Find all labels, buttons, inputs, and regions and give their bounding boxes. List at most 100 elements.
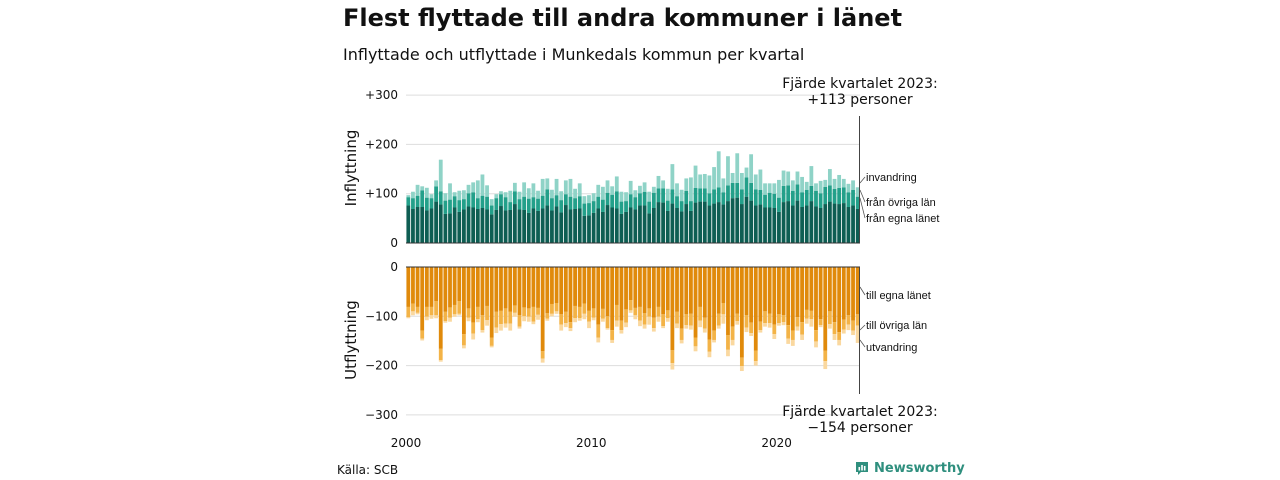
bar-in-1 [600,199,605,212]
bar-out-1 [457,301,462,314]
bar-in-2 [499,191,503,195]
bar-in-1 [420,190,425,208]
bar-in-2 [763,183,767,195]
bar-out-2 [855,325,860,343]
bar-out-2 [434,315,439,319]
bar-in-0 [670,203,675,243]
bar-out-1 [489,337,494,346]
bar-out-2 [670,363,675,370]
bar-out-0 [767,267,772,314]
bar-in-1 [772,193,777,208]
bar-out-1 [536,307,540,315]
bar-out-2 [420,338,425,341]
bar-in-2 [651,186,656,193]
bar-out-2 [726,349,730,357]
bar-in-1 [661,188,666,203]
bar-in-0 [795,200,800,243]
bar-in-1 [758,189,763,205]
y-tick-label-out: −200 [365,359,398,373]
bar-in-1 [563,194,568,206]
bar-out-2 [415,312,420,315]
bar-out-0 [647,267,652,309]
bar-in-1 [823,186,828,205]
bar-in-1 [424,197,429,211]
bar-out-1 [739,357,744,367]
bar-in-0 [684,204,689,243]
bar-out-0 [462,267,466,335]
bar-out-2 [809,319,814,327]
bar-in-2 [582,196,587,204]
bar-in-0 [827,201,832,243]
bar-in-2 [689,177,693,202]
bar-in-1 [545,189,550,206]
bar-in-0 [411,208,415,243]
bar-out-1 [702,317,707,329]
bar-in-2 [726,156,730,186]
bar-out-1 [503,308,508,324]
bar-in-1 [855,196,860,209]
bar-in-2 [661,180,666,189]
bar-in-0 [809,201,814,243]
bar-in-1 [702,188,707,202]
bar-out-2 [540,358,545,363]
bar-out-2 [596,337,601,343]
bar-out-1 [698,306,703,321]
bar-out-2 [707,351,712,358]
bar-out-0 [735,267,740,314]
bar-out-2 [846,324,851,331]
bar-out-0 [471,267,476,323]
bar-out-1 [573,305,577,319]
bar-out-0 [596,267,601,325]
bar-in-1 [605,192,610,206]
bar-out-0 [545,267,550,314]
bar-in-2 [563,180,568,195]
bar-out-1 [587,310,591,322]
bar-out-2 [610,339,615,343]
legend-leader-out [859,324,866,331]
bar-in-0 [851,205,855,243]
bar-out-0 [795,267,800,318]
bar-in-2 [777,179,781,198]
bar-in-1 [707,193,712,206]
newsworthy-icon [856,462,868,475]
bar-out-1 [716,313,721,326]
bar-in-1 [554,195,559,207]
bar-out-1 [610,330,615,340]
bar-out-0 [489,267,494,338]
bar-in-2 [665,188,670,201]
bar-in-0 [587,215,591,243]
bar-in-0 [786,201,791,243]
bar-out-1 [420,330,425,339]
bar-out-0 [531,267,536,307]
bar-in-1 [781,185,786,203]
bar-out-1 [485,305,489,321]
bar-out-0 [804,267,809,310]
bar-out-0 [619,267,624,321]
bar-out-1 [559,314,564,325]
bar-out-0 [587,267,591,311]
bar-in-1 [675,196,679,208]
bar-out-2 [689,325,693,330]
bar-in-2 [790,180,795,191]
bar-in-1 [689,201,693,211]
bar-in-2 [443,193,448,201]
bar-out-0 [452,267,457,305]
bar-in-0 [818,208,823,243]
bar-in-0 [804,205,809,243]
bar-out-2 [605,328,610,330]
bar-in-0 [781,202,786,243]
bar-out-1 [675,311,679,324]
annotation-line1-in: Fjärde kvartalet 2023: [782,76,938,92]
bar-in-1 [415,195,420,208]
bar-in-2 [767,183,772,193]
bar-in-1 [443,200,448,214]
bar-out-2 [767,323,772,328]
bar-in-1 [790,190,795,206]
bar-out-0 [610,267,615,331]
bar-out-1 [434,301,439,316]
annotation-line1-out: Fjärde kvartalet 2023: [782,404,938,420]
bar-in-0 [508,209,513,243]
bar-in-2 [656,175,661,189]
bar-out-2 [795,326,800,331]
bar-out-2 [406,317,411,319]
